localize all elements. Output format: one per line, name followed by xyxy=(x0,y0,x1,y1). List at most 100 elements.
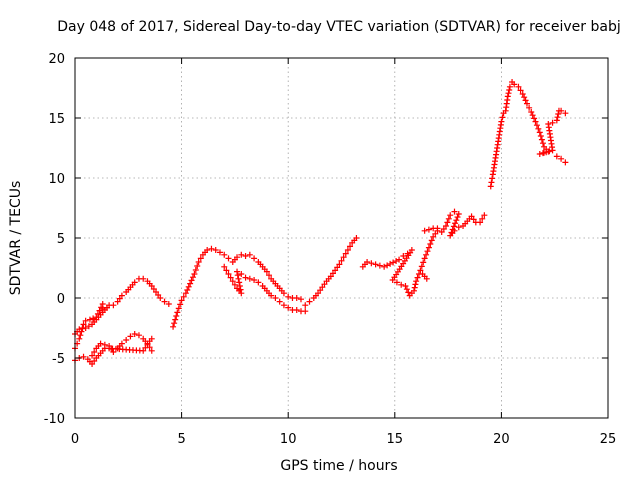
data-point xyxy=(77,332,84,339)
data-point xyxy=(79,325,86,331)
data-point xyxy=(425,244,432,251)
data-point xyxy=(532,118,539,125)
series-midday-rise xyxy=(170,245,304,330)
data-point xyxy=(400,253,407,259)
data-point xyxy=(94,310,101,317)
data-point xyxy=(236,279,243,286)
data-point xyxy=(455,224,462,231)
data-point xyxy=(188,277,195,284)
data-point xyxy=(229,278,236,285)
data-point xyxy=(185,283,192,290)
x-axis-label: GPS time / hours xyxy=(280,458,397,474)
data-point xyxy=(96,307,103,314)
data-point xyxy=(131,279,138,286)
data-point xyxy=(347,243,354,250)
data-point xyxy=(536,151,543,157)
data-point xyxy=(302,302,309,309)
y-tick-label: 0 xyxy=(57,292,65,307)
data-point xyxy=(506,83,513,90)
data-point xyxy=(231,281,238,288)
data-point xyxy=(413,278,420,285)
data-point xyxy=(543,149,550,156)
data-point xyxy=(562,159,569,166)
data-point xyxy=(511,81,518,88)
data-point xyxy=(554,114,561,121)
data-point xyxy=(414,274,421,281)
data-point xyxy=(123,337,130,343)
data-point xyxy=(418,263,425,270)
data-point xyxy=(447,212,454,219)
data-point xyxy=(118,340,125,347)
data-point xyxy=(427,241,434,247)
series-afternoon-rise xyxy=(302,235,360,309)
data-point xyxy=(417,267,424,274)
data-point xyxy=(238,251,245,258)
data-point xyxy=(227,274,234,281)
data-point xyxy=(555,111,562,117)
data-point xyxy=(393,258,400,265)
data-point xyxy=(165,301,172,307)
data-point xyxy=(517,87,524,94)
data-point xyxy=(442,223,449,229)
data-point xyxy=(246,275,253,282)
data-point xyxy=(208,245,215,252)
data-point xyxy=(389,277,396,283)
data-point xyxy=(368,260,375,267)
data-point xyxy=(477,219,484,226)
data-point xyxy=(82,317,89,324)
data-point xyxy=(528,109,535,115)
data-point xyxy=(529,112,536,119)
data-point xyxy=(276,298,283,305)
data-point xyxy=(434,225,441,232)
data-point xyxy=(353,235,360,241)
data-point xyxy=(562,110,569,117)
grid-lines xyxy=(75,58,608,418)
data-point xyxy=(505,90,512,97)
data-point xyxy=(242,253,249,259)
data-point xyxy=(537,133,544,139)
data-point xyxy=(342,250,349,257)
data-point xyxy=(453,217,460,224)
data-point xyxy=(448,229,455,236)
data-point xyxy=(144,341,151,348)
data-point xyxy=(194,263,201,269)
data-point xyxy=(91,349,98,355)
data-point xyxy=(223,267,230,274)
data-point xyxy=(118,292,125,299)
data-point xyxy=(381,263,388,270)
data-point xyxy=(148,335,155,342)
data-point xyxy=(89,352,96,359)
data-point xyxy=(234,268,241,275)
data-point xyxy=(372,261,379,268)
data-point xyxy=(171,320,178,327)
data-point xyxy=(428,237,435,244)
data-point xyxy=(451,208,458,215)
data-point xyxy=(533,122,540,129)
data-point xyxy=(410,287,417,294)
data-point xyxy=(336,261,343,268)
data-point xyxy=(535,125,542,132)
data-point xyxy=(536,129,543,136)
data-point xyxy=(140,275,147,282)
data-point xyxy=(421,255,428,262)
data-point xyxy=(251,277,258,283)
data-point xyxy=(86,316,93,323)
data-point xyxy=(403,286,410,293)
data-point xyxy=(78,328,85,335)
data-point xyxy=(539,140,546,147)
data-point xyxy=(420,259,427,266)
data-point xyxy=(396,256,403,263)
data-point xyxy=(489,175,496,182)
data-point xyxy=(539,150,546,157)
data-point xyxy=(519,91,526,97)
data-point xyxy=(182,290,189,297)
data-point xyxy=(170,323,177,330)
data-point xyxy=(242,274,249,281)
data-point xyxy=(80,321,87,328)
data-point xyxy=(553,153,560,160)
data-point xyxy=(455,211,462,217)
data-point xyxy=(175,305,182,312)
data-point xyxy=(285,293,292,300)
data-point xyxy=(521,94,528,101)
